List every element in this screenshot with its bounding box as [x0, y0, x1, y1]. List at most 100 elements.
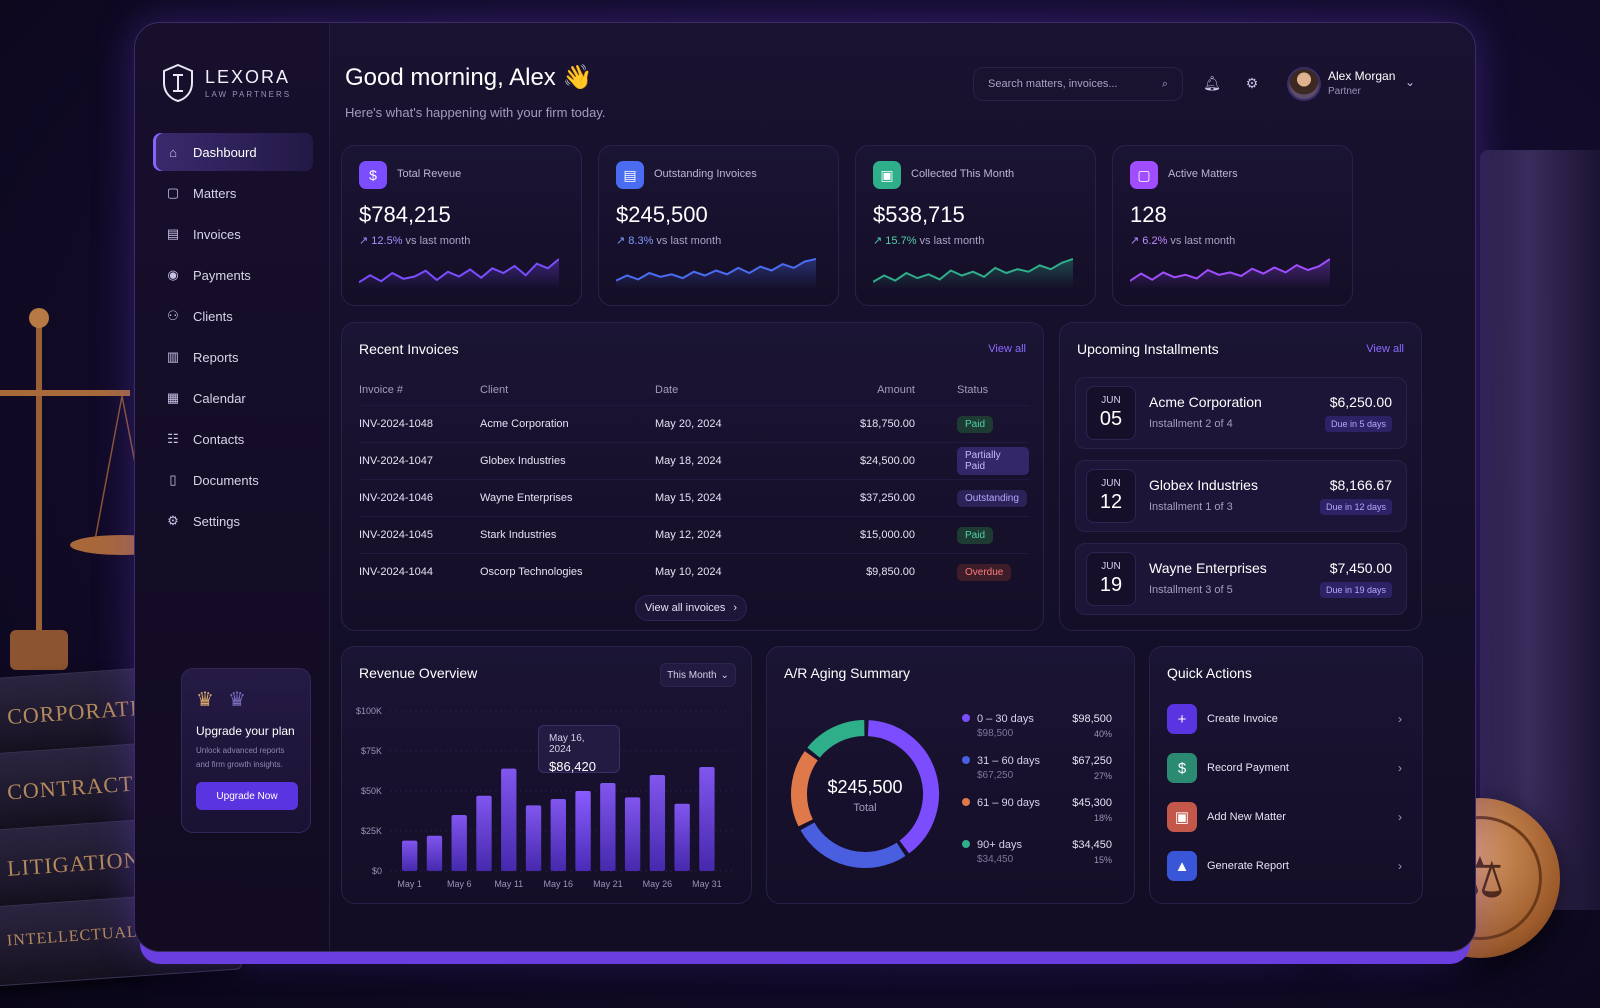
- revenue-bar[interactable]: [451, 815, 467, 871]
- invoice-client: Stark Industries: [480, 529, 557, 541]
- kpi-card[interactable]: ▤ Outstanding Invoices $245,500 ↗ 8.3% vs l…: [598, 145, 839, 306]
- sidebar-item-reports[interactable]: ▥ Reports: [153, 338, 313, 376]
- installment-item[interactable]: JUN 05 Acme Corporation Installment 2 of 4 $…: [1075, 377, 1407, 449]
- kpi-card[interactable]: ▢ Active Matters 128 ↗ 6.2% vs last month: [1112, 145, 1353, 306]
- revenue-bar[interactable]: [525, 805, 542, 871]
- installment-item[interactable]: JUN 12 Globex Industries Installment 1 of 3…: [1075, 460, 1407, 532]
- chevron-down-icon[interactable]: ⌄: [1405, 75, 1416, 89]
- quick-action-add-new-matter[interactable]: ▣ Add New Matter ›: [1167, 799, 1402, 835]
- gear-icon: ⚙: [167, 513, 179, 528]
- legend-dot: [962, 840, 970, 848]
- kpi-change-suffix: vs last month: [405, 235, 471, 247]
- sidebar-item-invoices[interactable]: ▤ Invoices: [153, 215, 313, 253]
- table-row[interactable]: INV-2024-1046 Wayne Enterprises May 15, 20…: [359, 479, 1029, 516]
- sidebar-item-calendar[interactable]: ▦ Calendar: [153, 379, 313, 417]
- table-row[interactable]: INV-2024-1048 Acme Corporation May 20, 202…: [359, 405, 1029, 442]
- revenue-bar[interactable]: [624, 797, 641, 871]
- revenue-bar[interactable]: [600, 783, 616, 871]
- dashboard-window: LEXORA LAW PARTNERS ⌂ Dashbourd ▢ Matters ▤ I…: [134, 22, 1476, 952]
- sparkline-line: [359, 258, 559, 284]
- main-content: Good morning, Alex 👋 Here's what's happe…: [330, 23, 1475, 951]
- sidebar-item-documents[interactable]: ▯ Documents: [153, 461, 313, 499]
- revenue-bar[interactable]: [476, 795, 492, 871]
- donut-segment[interactable]: [867, 720, 939, 854]
- quick-action-create-invoice[interactable]: + Create Invoice ›: [1167, 701, 1402, 737]
- sparkline-area: [616, 259, 816, 289]
- search-placeholder: Search matters, invoices...: [988, 78, 1118, 90]
- search-input[interactable]: Search matters, invoices... ⌕: [973, 67, 1183, 101]
- aging-legend-item: 90+ days $34,450: [962, 839, 1022, 865]
- sidebar-item-dashbourd[interactable]: ⌂ Dashbourd: [153, 133, 313, 171]
- invoice-date: May 20, 2024: [655, 418, 722, 430]
- revenue-bar[interactable]: [402, 840, 418, 871]
- sparkline-area: [1130, 259, 1330, 289]
- invoice-id: INV-2024-1048: [359, 418, 433, 430]
- revenue-bar[interactable]: [699, 767, 715, 871]
- revenue-bar[interactable]: [426, 835, 443, 871]
- revenue-overview-card: Revenue Overview This Month ⌄ $0 $25K $50K $…: [341, 646, 752, 904]
- chevron-right-icon: ›: [1398, 810, 1402, 824]
- table-row[interactable]: INV-2024-1047 Globex Industries May 18, 20…: [359, 442, 1029, 479]
- donut-segment[interactable]: [800, 822, 906, 868]
- aging-amount: $67,250: [1072, 755, 1112, 767]
- brand-logo[interactable]: LEXORA LAW PARTNERS: [161, 63, 291, 103]
- column-header: Date: [655, 384, 679, 396]
- upgrade-card: ♛ ♛ Upgrade your plan Unlock advanced rep…: [181, 668, 311, 833]
- quick-action-record-payment[interactable]: $ Record Payment ›: [1167, 750, 1402, 786]
- sidebar-item-label: Matters: [193, 185, 237, 201]
- x-tick-label: May 31: [692, 879, 722, 889]
- donut-segment[interactable]: [807, 720, 865, 758]
- revenue-bar[interactable]: [501, 768, 517, 871]
- donut-total-value: $245,500: [827, 777, 903, 797]
- kpi-icon: ▣: [873, 161, 901, 189]
- x-tick-label: May 1: [397, 879, 422, 889]
- sidebar-item-matters[interactable]: ▢ Matters: [153, 174, 313, 212]
- kpi-card[interactable]: $ Total Reveue $784,215 ↗ 12.5% vs last mon…: [341, 145, 582, 306]
- revenue-bar[interactable]: [649, 775, 666, 871]
- bell-icon[interactable]: 🔔︎: [1203, 74, 1221, 91]
- aging-bucket-sub: $98,500: [977, 728, 1014, 739]
- chart-tooltip: May 16, 2024 $86,420: [538, 725, 620, 774]
- kpi-change-value: 6.2%: [1142, 235, 1168, 247]
- avatar[interactable]: [1287, 67, 1321, 101]
- gear-icon[interactable]: ⚙: [1245, 74, 1259, 91]
- aging-legend-item: 31 – 60 days $67,250: [962, 755, 1040, 781]
- period-select[interactable]: This Month ⌄: [660, 663, 736, 687]
- revenue-bar[interactable]: [674, 803, 690, 871]
- installments-card: Upcoming Installments View all JUN 05 Acme…: [1059, 322, 1422, 631]
- chevron-right-icon: ›: [1398, 859, 1402, 873]
- tooltip-date: May 16, 2024: [549, 733, 585, 755]
- view-all-invoices-button[interactable]: View all invoices ›: [635, 595, 747, 621]
- table-row[interactable]: INV-2024-1044 Oscorp Technologies May 10, …: [359, 553, 1029, 590]
- upgrade-now-button[interactable]: Upgrade Now: [196, 782, 298, 810]
- sidebar-item-clients[interactable]: ⚇ Clients: [153, 297, 313, 335]
- invoices-view-all-link[interactable]: View all: [988, 343, 1026, 355]
- invoice-id: INV-2024-1047: [359, 455, 433, 467]
- sidebar-item-label: Payments: [193, 267, 251, 283]
- aging-bucket-label: 90+ days: [977, 839, 1022, 851]
- installments-view-all-link[interactable]: View all: [1366, 343, 1404, 355]
- revenue-bar[interactable]: [575, 791, 591, 871]
- invoice-client: Globex Industries: [480, 455, 566, 467]
- justice-scale-decor: [0, 308, 140, 670]
- donut-segment[interactable]: [791, 751, 818, 827]
- table-row[interactable]: INV-2024-1045 Stark Industries May 12, 202…: [359, 516, 1029, 553]
- revenue-bar-chart: $0 $25K $50K $75K $100K May 1 May 6 May 11 May 1…: [356, 706, 732, 889]
- sidebar-item-settings[interactable]: ⚙ Settings: [153, 502, 313, 540]
- sidebar-item-contacts[interactable]: ☷ Contacts: [153, 420, 313, 458]
- installment-month: JUN: [1101, 561, 1121, 572]
- sidebar-item-payments[interactable]: ◉ Payments: [153, 256, 313, 294]
- kpi-value: $784,215: [359, 202, 451, 227]
- briefcase-icon: ▣: [1167, 802, 1197, 832]
- payment-icon: ◉: [167, 267, 179, 282]
- quick-action-generate-report[interactable]: ▲ Generate Report ›: [1167, 848, 1402, 884]
- aging-bucket-label: 0 – 30 days: [977, 713, 1034, 725]
- sparkline-area: [359, 259, 559, 289]
- kpi-change: ↗ 6.2% vs last month: [1130, 234, 1235, 247]
- column-header: Client: [480, 384, 509, 396]
- revenue-bar[interactable]: [550, 799, 566, 871]
- installment-day: 12: [1099, 491, 1123, 513]
- kpi-card[interactable]: ▣ Collected This Month $538,715 ↗ 15.7% vs …: [855, 145, 1096, 306]
- installment-item[interactable]: JUN 19 Wayne Enterprises Installment 3 of 5…: [1075, 543, 1407, 615]
- sparkline-line: [1130, 258, 1330, 282]
